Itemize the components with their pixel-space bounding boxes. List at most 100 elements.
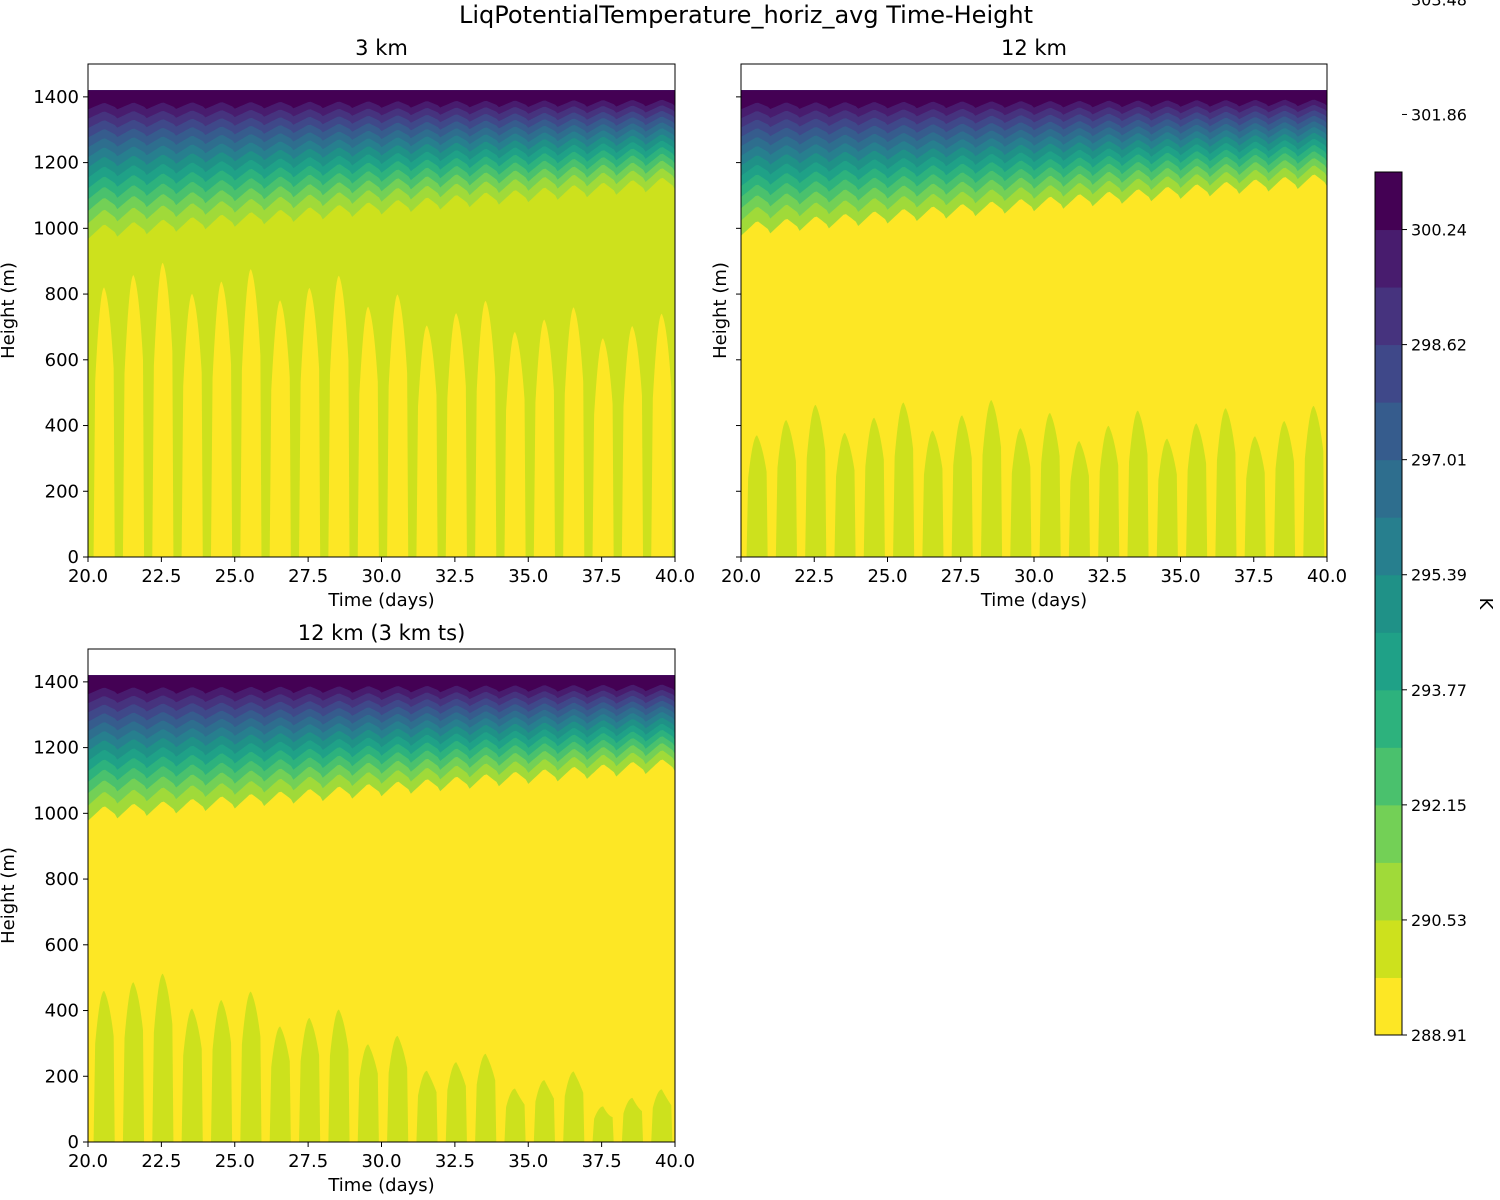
contour-plume (299, 288, 321, 557)
contour-plume (210, 1000, 233, 1142)
contour-plume (563, 1071, 585, 1142)
x-tick-label: 40.0 (655, 566, 695, 587)
contour-plume (1215, 408, 1237, 557)
x-tick-label: 27.5 (941, 566, 981, 587)
x-tick-label: 37.5 (1234, 566, 1274, 587)
y-axis-label: Height (m) (0, 847, 19, 944)
y-tick-label: 600 (45, 350, 79, 371)
contour-plume (240, 269, 262, 557)
colorbar-swatch (1375, 747, 1402, 806)
x-tick-label: 32.5 (435, 566, 475, 587)
y-tick-label: 1400 (33, 672, 79, 693)
y-tick-label: 800 (45, 869, 79, 890)
contour-plume (93, 990, 115, 1142)
colorbar-swatch (1375, 804, 1402, 863)
contour-plume (746, 435, 768, 557)
contour-plume (299, 1018, 321, 1142)
x-tick-label: 40.0 (655, 1151, 695, 1172)
x-tick-label: 22.5 (141, 566, 181, 587)
colorbar-swatch (1375, 172, 1402, 231)
contour-plume (592, 338, 614, 557)
x-tick-label: 37.5 (582, 566, 622, 587)
contour-plume (1186, 423, 1208, 557)
y-tick-label: 1200 (33, 738, 79, 759)
contour-plume (651, 313, 673, 557)
contour-field (741, 90, 1327, 557)
x-axis-label: Time (days) (327, 590, 434, 611)
panel-title: 3 km (355, 36, 408, 60)
x-tick-label: 35.0 (508, 566, 548, 587)
contour-plume (1039, 412, 1061, 557)
contour-plume (922, 430, 944, 557)
y-axis-label: Height (m) (0, 262, 19, 359)
y-tick-label: 1400 (33, 87, 79, 108)
contour-plume (387, 1035, 409, 1142)
contour-plume (863, 417, 885, 557)
x-tick-label: 32.5 (1087, 566, 1127, 587)
contour-plume (1068, 441, 1090, 557)
contour-plume (980, 400, 1003, 557)
panel-2: 20.0 22.5 25.0 27.5 30.0 32.5 35.0 37.5 40.0 0 200… (0, 621, 695, 1196)
colorbar-swatch (1375, 862, 1402, 921)
contour-plume (805, 404, 827, 557)
contour-plume (504, 1088, 526, 1142)
contour-plume (181, 1008, 203, 1142)
colorbar-swatch (1375, 977, 1402, 1036)
contour-plume (1303, 405, 1325, 557)
contour-plume (357, 306, 379, 557)
x-axis-label: Time (days) (980, 590, 1087, 611)
contour-plume (93, 287, 115, 557)
contour-plume (893, 402, 915, 557)
x-tick-label: 25.0 (215, 566, 255, 587)
colorbar-tick-label: 292.15 (1411, 796, 1467, 815)
x-tick-label: 32.5 (435, 1151, 475, 1172)
x-tick-label: 22.5 (794, 566, 834, 587)
panel-title: 12 km (1001, 36, 1067, 60)
colorbar-tick-label: 301.86 (1411, 105, 1467, 124)
contour-plume (387, 294, 409, 557)
colorbar-tick-label: 290.53 (1411, 911, 1467, 930)
colorbar-tick-label: 293.77 (1411, 681, 1467, 700)
y-tick-label: 0 (68, 1132, 79, 1153)
contour-plume (328, 1009, 350, 1142)
contour-plume (122, 275, 145, 557)
y-tick-label: 400 (45, 416, 79, 437)
contour-plume (357, 1044, 379, 1142)
x-axis-label: Time (days) (327, 1175, 434, 1196)
colorbar: 288.91 290.53 292.15 293.77 295.39 297.01 298.… (1374, 0, 1496, 1045)
colorbar-tick-label: 298.62 (1411, 336, 1467, 355)
y-tick-label: 1000 (33, 218, 79, 239)
contour-plume (1098, 425, 1120, 557)
contour-plume (475, 300, 497, 557)
contour-plume (621, 1097, 644, 1142)
contour-level-14 (741, 90, 1327, 110)
contour-plume (1156, 438, 1178, 557)
x-tick-label: 20.0 (721, 566, 761, 587)
colorbar-tick-label: 300.24 (1411, 221, 1467, 240)
contour-plume (328, 275, 350, 557)
y-tick-label: 1000 (33, 803, 79, 824)
contour-plume (152, 973, 174, 1142)
contour-plume (445, 1062, 467, 1142)
colorbar-swatch (1375, 287, 1402, 346)
colorbar-swatch (1375, 344, 1402, 403)
x-tick-label: 22.5 (141, 1151, 181, 1172)
contour-plume (416, 1070, 438, 1142)
x-tick-label: 25.0 (867, 566, 907, 587)
colorbar-swatch (1375, 402, 1402, 461)
contour-plume (416, 325, 438, 557)
contour-plume (533, 319, 555, 557)
contour-plume (834, 433, 856, 557)
y-axis-label: Height (m) (710, 262, 731, 359)
x-tick-label: 25.0 (215, 1151, 255, 1172)
contour-plume (651, 1089, 673, 1142)
y-tick-label: 1200 (33, 153, 79, 174)
contour-plume (592, 1106, 614, 1142)
x-tick-label: 37.5 (582, 1151, 622, 1172)
contour-plume (445, 313, 467, 557)
contour-field (88, 675, 675, 1142)
colorbar-label: K (1475, 598, 1496, 611)
colorbar-tick-label: 297.01 (1411, 451, 1467, 470)
contour-plume (152, 262, 174, 557)
